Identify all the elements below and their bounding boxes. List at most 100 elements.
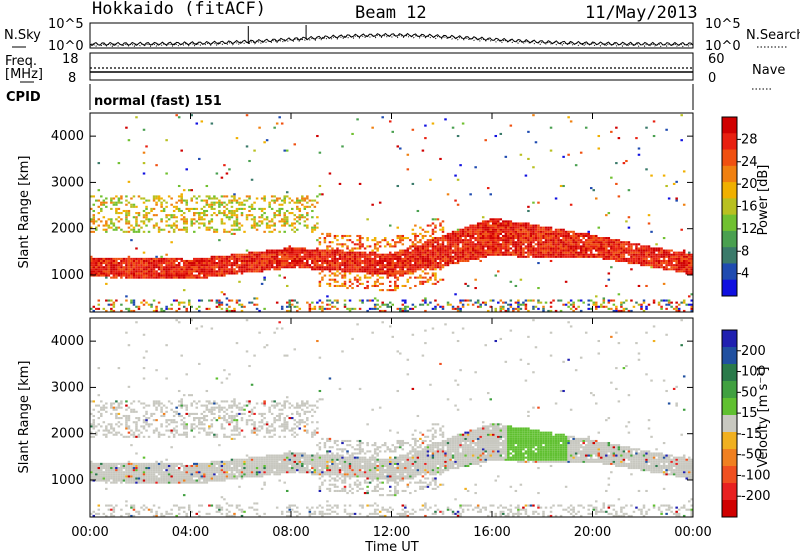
power-cell [502, 251, 505, 254]
power-cell [665, 268, 668, 271]
power-cell [502, 237, 505, 240]
power-cell [454, 251, 457, 254]
power-cell [258, 251, 261, 254]
power-cell [406, 168, 410, 171]
power-cell [559, 245, 563, 248]
power-cell [399, 234, 402, 238]
power-cell [127, 309, 131, 312]
power-cell [542, 305, 545, 308]
velocity-cell [135, 452, 138, 455]
power-cell [522, 224, 525, 227]
power-cell [391, 245, 394, 248]
power-cell [198, 299, 201, 302]
power-cell [326, 251, 329, 254]
power-cell [627, 247, 631, 250]
power-cell [265, 266, 269, 269]
velocity-cell [120, 469, 123, 472]
power-cell [125, 222, 128, 225]
power-cell [331, 272, 334, 275]
power-cell [401, 251, 405, 254]
power-cell [456, 249, 460, 252]
power-cell [507, 237, 510, 240]
power-cell [617, 195, 621, 198]
power-cell [512, 309, 515, 312]
power-cell [125, 220, 128, 223]
power-cell [238, 226, 241, 229]
power-cell [150, 303, 153, 306]
power-cell [522, 251, 525, 254]
colorbar-tick-label: 16 [741, 200, 758, 215]
power-cell [512, 253, 515, 256]
power-cell [439, 305, 442, 308]
power-cell [263, 257, 266, 260]
velocity-cell [150, 479, 153, 482]
power-cell [637, 147, 641, 150]
power-cell [657, 266, 661, 269]
power-cell [213, 262, 216, 265]
power-cell [145, 266, 148, 269]
power-cell [549, 259, 553, 263]
power-cell [343, 282, 347, 285]
power-cell [356, 280, 359, 283]
power-cell [527, 245, 530, 248]
power-cell [233, 228, 236, 231]
power-cell [404, 309, 407, 312]
power-cell [642, 309, 646, 312]
velocity-cell [150, 423, 153, 426]
power-cell [313, 259, 317, 263]
power-cell [263, 230, 266, 233]
velocity-cell [110, 406, 113, 409]
power-cell [313, 224, 317, 227]
power-cell [115, 266, 118, 269]
power-cell [140, 276, 143, 279]
power-cell [225, 259, 229, 263]
power-cell [127, 222, 131, 225]
power-cell [235, 199, 239, 202]
power-cell [474, 237, 477, 240]
power-cell [293, 214, 297, 217]
power-cell [615, 241, 618, 244]
power-cell [492, 218, 495, 221]
power-cell [248, 259, 251, 263]
power-cell [341, 276, 344, 279]
velocity-cell [180, 479, 183, 482]
power-cell [449, 239, 452, 242]
velocity-cell [162, 467, 166, 470]
power-cell [557, 255, 560, 258]
power-cell [421, 249, 425, 252]
power-cell [260, 262, 264, 265]
power-cell [371, 266, 374, 269]
power-cell [436, 266, 440, 269]
power-cell [672, 268, 676, 271]
power-cell [306, 197, 309, 200]
power-cell [459, 239, 462, 242]
power-cell [378, 255, 382, 258]
power-cell [356, 243, 359, 246]
power-cell [635, 247, 638, 250]
power-cell [406, 272, 410, 275]
power-cell [401, 268, 405, 271]
power-cell [160, 307, 163, 310]
power-cell [190, 262, 193, 265]
power-cell [492, 222, 495, 225]
power-cell [100, 272, 103, 275]
power-cell [615, 309, 618, 312]
power-cell [471, 234, 475, 238]
power-cell [293, 257, 297, 260]
power-cell [451, 230, 455, 233]
power-cell [534, 237, 538, 240]
velocity-cell [105, 514, 108, 517]
power-cell [280, 122, 284, 125]
power-cell [177, 301, 181, 304]
power-cell [655, 247, 658, 250]
power-cell [564, 280, 568, 283]
velocity-cell [117, 404, 121, 407]
power-cell [185, 309, 188, 312]
power-cell [92, 230, 96, 233]
power-cell [283, 262, 286, 265]
velocity-cell [125, 504, 128, 507]
power-cell [431, 272, 435, 275]
power-cell [270, 264, 274, 267]
power-cell [454, 239, 457, 242]
power-cell [280, 207, 284, 210]
